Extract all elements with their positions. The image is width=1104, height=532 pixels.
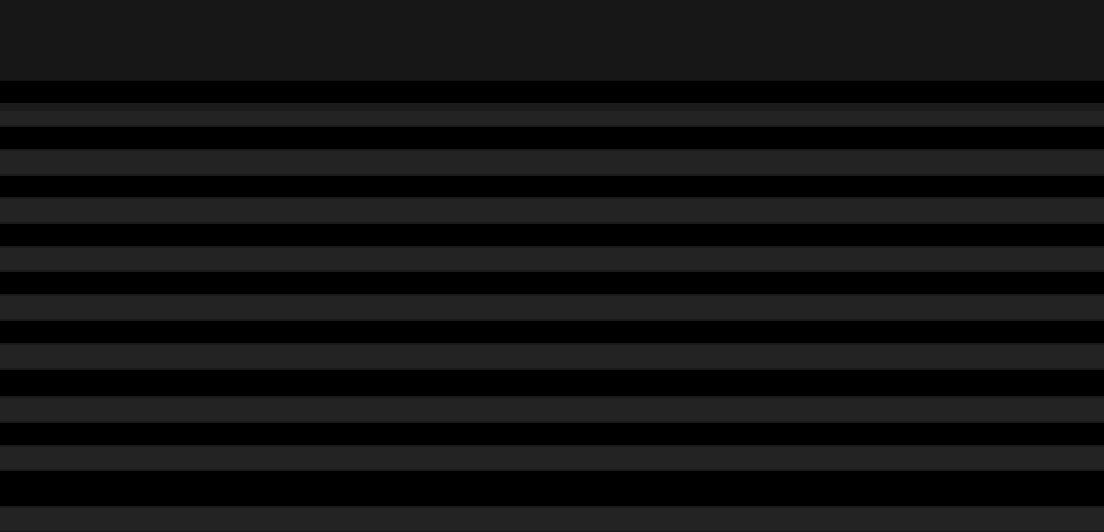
- list-row[interactable]: [0, 344, 1104, 369]
- list-row[interactable]: [0, 397, 1104, 422]
- list-row[interactable]: [0, 295, 1104, 320]
- list-row[interactable]: [0, 223, 1104, 247]
- list-row[interactable]: [0, 175, 1104, 198]
- list-row[interactable]: [0, 422, 1104, 446]
- list-row[interactable]: [0, 271, 1104, 295]
- header-bar: [0, 0, 1104, 81]
- list-row[interactable]: [0, 470, 1104, 507]
- list-row[interactable]: [0, 320, 1104, 344]
- subheader-divider: [0, 103, 1104, 110]
- list-row[interactable]: [0, 247, 1104, 271]
- list-row[interactable]: [0, 369, 1104, 397]
- list-row[interactable]: [0, 150, 1104, 175]
- list-row[interactable]: [0, 110, 1104, 126]
- list-row[interactable]: [0, 126, 1104, 150]
- list-row[interactable]: [0, 507, 1104, 532]
- list-row[interactable]: [0, 198, 1104, 223]
- list-row[interactable]: [0, 446, 1104, 470]
